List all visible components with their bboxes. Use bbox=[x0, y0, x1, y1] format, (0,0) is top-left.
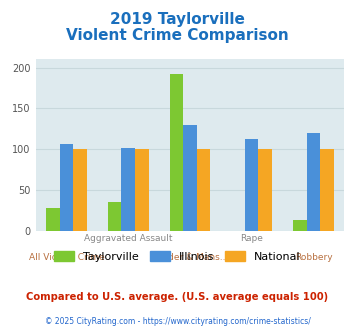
Bar bbox=[183, 125, 197, 231]
Bar bbox=[170, 74, 183, 231]
Text: All Violent Crime: All Violent Crime bbox=[28, 253, 104, 262]
Legend: Taylorville, Illinois, National: Taylorville, Illinois, National bbox=[50, 247, 305, 267]
Text: Rape: Rape bbox=[240, 234, 263, 243]
Bar bbox=[73, 149, 87, 231]
Bar bbox=[121, 148, 135, 231]
Text: Murder & Mans...: Murder & Mans... bbox=[151, 253, 229, 262]
Bar bbox=[197, 149, 210, 231]
Text: Violent Crime Comparison: Violent Crime Comparison bbox=[66, 28, 289, 43]
Bar bbox=[307, 133, 320, 231]
Bar bbox=[60, 144, 73, 231]
Bar bbox=[258, 149, 272, 231]
Bar bbox=[320, 149, 334, 231]
Bar bbox=[46, 208, 60, 231]
Bar bbox=[135, 149, 148, 231]
Text: 2019 Taylorville: 2019 Taylorville bbox=[110, 12, 245, 26]
Text: © 2025 CityRating.com - https://www.cityrating.com/crime-statistics/: © 2025 CityRating.com - https://www.city… bbox=[45, 317, 310, 326]
Bar bbox=[245, 139, 258, 231]
Bar bbox=[293, 220, 307, 231]
Text: Robbery: Robbery bbox=[295, 253, 332, 262]
Text: Aggravated Assault: Aggravated Assault bbox=[84, 234, 173, 243]
Bar bbox=[108, 202, 121, 231]
Text: Compared to U.S. average. (U.S. average equals 100): Compared to U.S. average. (U.S. average … bbox=[26, 292, 329, 302]
